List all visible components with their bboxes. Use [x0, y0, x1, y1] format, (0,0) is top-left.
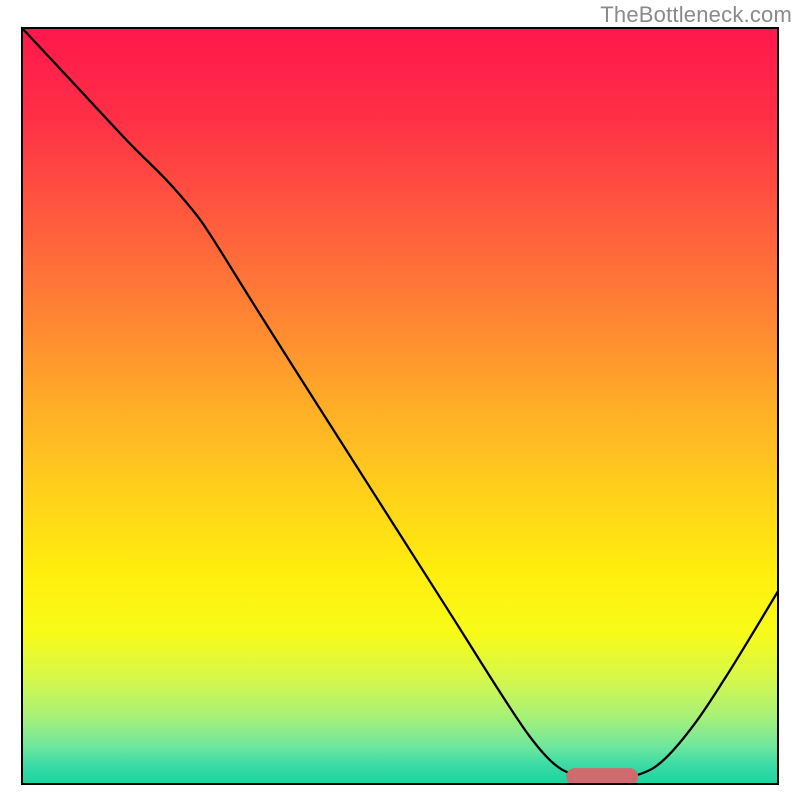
chart-container: { "watermark_text": "TheBottleneck.com",…: [0, 0, 800, 800]
gradient-background: [22, 28, 778, 784]
optimal-range-marker: [566, 768, 638, 785]
chart-svg: [0, 0, 800, 800]
